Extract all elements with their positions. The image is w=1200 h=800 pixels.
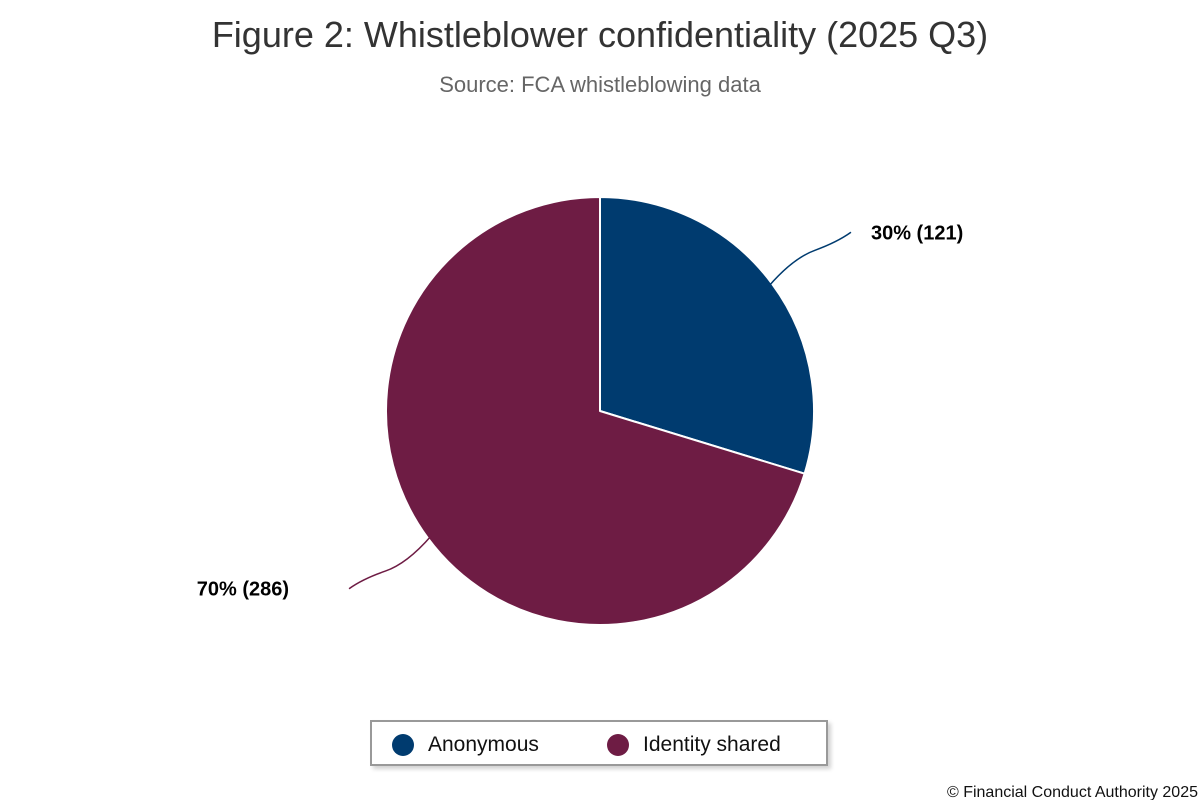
legend-item-identity-shared[interactable]: Identity shared xyxy=(607,722,781,768)
data-label-anonymous: 30% (121) xyxy=(871,222,963,244)
legend-item-anonymous[interactable]: Anonymous xyxy=(392,722,539,768)
legend: Anonymous Identity shared xyxy=(370,720,828,766)
label-connectors xyxy=(348,231,852,590)
chart-title: Figure 2: Whistleblower confidentiality … xyxy=(211,14,989,55)
data-label-identity-shared: 70% (286) xyxy=(197,579,289,601)
legend-swatch-anonymous xyxy=(392,734,414,756)
pie-slices xyxy=(385,196,815,626)
legend-label-identity-shared: Identity shared xyxy=(643,733,781,756)
label-connector-identity-shared xyxy=(348,535,432,590)
legend-label-anonymous: Anonymous xyxy=(428,733,539,756)
label-connector-anonymous xyxy=(768,231,852,287)
data-labels: 30% (121) 70% (286) xyxy=(197,222,963,600)
chart-subtitle: Source: FCA whistleblowing data xyxy=(439,72,761,97)
pie-slice-anonymous[interactable] xyxy=(599,196,815,475)
credits: © Financial Conduct Authority 2025 xyxy=(946,784,1198,800)
pie-slice-identity-shared[interactable] xyxy=(385,196,806,626)
legend-swatch-identity-shared xyxy=(607,734,629,756)
